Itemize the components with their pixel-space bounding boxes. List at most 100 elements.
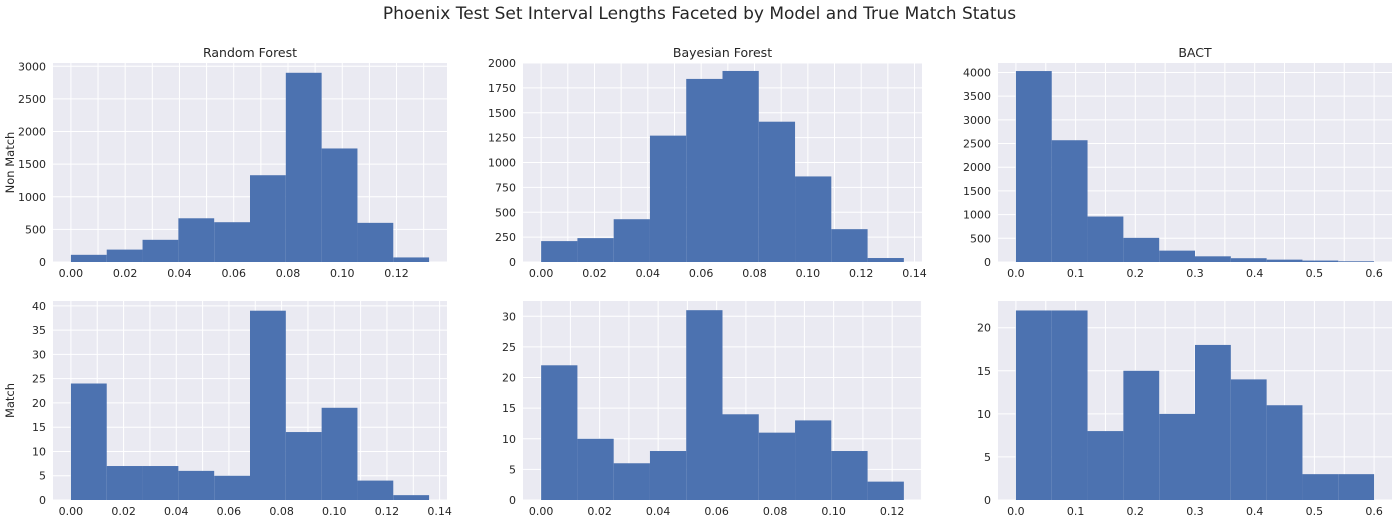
x-tick-label: 0.2 [1127,505,1145,518]
x-tick-label: 0.14 [902,267,927,280]
y-tick-label: 3000 [18,60,46,73]
histogram-bar [250,175,286,262]
random-forest-match-panel: 0.00 0.02 0.04 0.06 0.08 0.10 0.12 0.14 0 5 10 15 20… [3,300,452,518]
histogram-bar [70,383,107,500]
x-tick-label: 0.4 [1246,267,1264,280]
y-tick-label: 10 [977,408,991,421]
y-tick-label: 20 [977,322,991,335]
x-tick-label: 0.04 [636,267,661,280]
y-tick-label: 30 [502,310,516,323]
histogram-bar [1195,256,1231,262]
x-tick-label: 0.12 [849,267,874,280]
histogram-bar [142,466,179,500]
y-tick-label: 0 [509,256,516,269]
histogram-bar [722,70,759,263]
histogram-bar [577,238,614,262]
x-tick-label: 0.1 [1067,267,1085,280]
y-tick-label: 15 [32,421,46,434]
row-label: Match [3,383,17,418]
histogram-bar [795,420,832,500]
y-tick-label: 250 [495,231,516,244]
y-tick-label: 4000 [963,66,991,79]
x-tick-label: 0.0 [1007,505,1025,518]
histogram-bar [214,475,250,500]
y-tick-label: 0 [39,256,46,269]
y-tick-label: 20 [502,372,516,385]
x-tick-label: 0.08 [763,505,788,518]
histogram-bar [1159,413,1195,500]
bayesian-forest-non-match-panel: 0.00 0.02 0.04 0.06 0.08 0.10 0.12 0.14 0 250 500 7… [488,45,927,280]
x-tick-label: 0.04 [646,505,671,518]
histogram-bar [214,222,250,262]
y-tick-label: 2500 [963,138,991,151]
y-tick-label: 1000 [18,191,46,204]
histogram-bar [285,72,322,262]
x-tick-label: 0.10 [330,267,355,280]
y-tick-label: 25 [32,373,46,386]
histogram-bar [70,254,107,262]
y-tick-label: 0 [984,494,991,507]
y-tick-label: 30 [32,348,46,361]
x-tick-label: 0.00 [529,267,554,280]
histogram-bar [541,241,578,262]
x-tick-label: 0.6 [1365,505,1383,518]
y-tick-label: 2000 [963,161,991,174]
x-tick-label: 0.08 [276,267,301,280]
bact-non-match-panel: 0.0 0.1 0.2 0.3 0.4 0.5 0.6 0 500 1000 1500 2000 250… [963,45,1392,280]
x-tick-label: 0.2 [1127,267,1145,280]
row-label: Non Match [3,132,17,194]
x-tick-label: 0.02 [587,505,612,518]
panel-title: Bayesian Forest [673,45,772,60]
histogram-bar [1302,260,1339,262]
histogram-bar [106,466,143,500]
x-tick-label: 0.06 [704,505,729,518]
x-tick-label: 0.00 [59,267,84,280]
y-tick-label: 10 [502,433,516,446]
x-tick-label: 0.02 [113,267,138,280]
y-tick-label: 1750 [488,82,516,95]
y-tick-label: 1500 [963,185,991,198]
histogram-bar [357,480,394,500]
x-tick-label: 0.06 [217,505,242,518]
x-tick-label: 0.04 [164,505,189,518]
x-tick-label: 0.00 [59,505,84,518]
histogram-bar [1266,405,1303,500]
y-tick-label: 3500 [963,90,991,103]
x-tick-label: 0.12 [384,267,409,280]
histogram-bar [1015,310,1052,500]
x-tick-label: 0.10 [796,267,821,280]
histogram-bar [867,258,904,262]
histogram-bar [321,148,358,262]
y-tick-label: 1000 [488,157,516,170]
histogram-bar [1230,379,1267,500]
bact-match-panel: 0.0 0.1 0.2 0.3 0.4 0.5 0.6 0 5 10 15 20 [977,301,1392,518]
y-tick-label: 40 [32,300,46,313]
histogram-bar [321,407,358,500]
panel-title: Random Forest [203,45,297,60]
histogram-bar [831,229,868,262]
x-tick-label: 0.5 [1306,505,1324,518]
histogram-bar [285,432,322,500]
x-tick-label: 0.0 [1007,267,1025,280]
x-tick-label: 0.00 [529,505,554,518]
y-tick-label: 0 [509,494,516,507]
x-tick-label: 0.3 [1186,267,1204,280]
histogram-bar [178,218,215,262]
panel-title: BACT [1178,45,1212,60]
histogram-bar [722,414,759,500]
x-tick-label: 0.14 [427,505,452,518]
y-tick-label: 5 [39,470,46,483]
histogram-bar [393,257,430,262]
histogram-bar [250,310,286,500]
histogram-bar [613,219,650,262]
x-tick-label: 0.6 [1365,267,1383,280]
x-tick-label: 0.10 [322,505,347,518]
histogram-bar [867,481,904,500]
y-tick-label: 750 [495,181,516,194]
histogram-bar [1230,258,1267,262]
y-tick-label: 2500 [18,93,46,106]
y-tick-label: 1500 [18,158,46,171]
y-tick-label: 0 [39,494,46,507]
x-tick-label: 0.12 [375,505,400,518]
x-tick-label: 0.06 [689,267,714,280]
